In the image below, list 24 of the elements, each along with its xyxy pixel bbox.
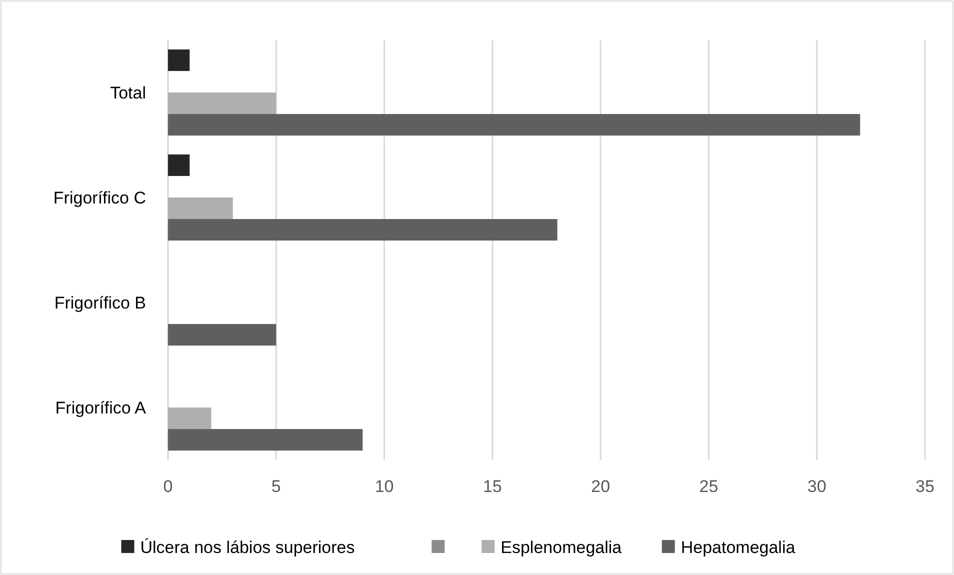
x-tick-label: 10 — [374, 477, 394, 496]
bar — [168, 154, 190, 176]
legend-label: Úlcera nos lábios superiores — [140, 538, 355, 557]
x-tick-label: 0 — [163, 477, 173, 496]
y-tick-label: Frigorífico C — [53, 188, 146, 208]
x-tick-label: 25 — [699, 477, 718, 496]
bar — [168, 198, 233, 220]
x-tick-label: 5 — [271, 477, 281, 496]
bar — [168, 49, 190, 71]
legend-label: Hepatomegalia — [680, 538, 796, 557]
x-tick-label: 35 — [916, 477, 934, 496]
legend-label: Esplenomegalia — [500, 538, 622, 557]
bar — [168, 408, 212, 430]
y-tick-label: Frigorífico A — [55, 398, 147, 418]
y-tick-label: Frigorífico B — [54, 294, 146, 312]
x-tick-label: 15 — [482, 477, 502, 496]
x-tick-label: 30 — [807, 477, 826, 496]
bar — [168, 219, 558, 241]
bar — [168, 114, 860, 136]
bar — [168, 92, 276, 114]
x-tick-label: 20 — [591, 477, 610, 496]
bar — [168, 429, 363, 451]
bar — [168, 324, 276, 346]
y-tick-label: Total — [110, 84, 146, 102]
